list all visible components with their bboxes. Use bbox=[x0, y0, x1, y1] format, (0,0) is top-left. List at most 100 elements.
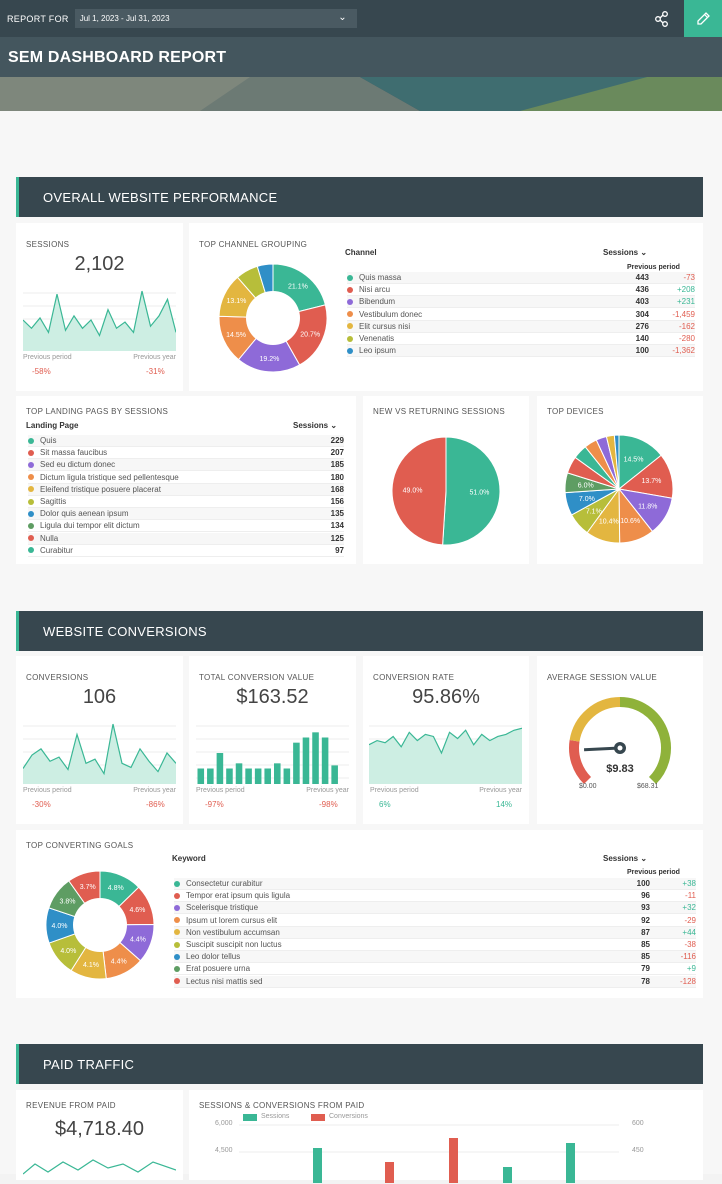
bar-sessions bbox=[313, 1148, 322, 1183]
table-row: Consectetur curabitur 100 +38 bbox=[174, 878, 696, 890]
new-returning-pie-chart: 51.0% 49.0% bbox=[391, 436, 501, 546]
card-title: TOTAL CONVERSION VALUE bbox=[199, 673, 315, 682]
sessions-sort-header[interactable]: Sessions ⌄ bbox=[293, 421, 338, 430]
report-for-label: REPORT FOR bbox=[7, 13, 69, 24]
conversions-card: CONVERSIONS 106 Previous period Previous… bbox=[16, 656, 183, 824]
goals-donut-chart: 4.8% 4.6% 4.4% 4.4% 4.1% 4.0% 4.0% 3.8% 3.7% bbox=[45, 870, 155, 980]
slice-label: 19.2% bbox=[260, 356, 280, 363]
row-label: Leo dolor tellus bbox=[186, 952, 241, 962]
left-tick: 4,500 bbox=[215, 1147, 233, 1154]
row-value: 79 bbox=[641, 964, 650, 974]
row-change: +208 bbox=[676, 285, 695, 295]
legend-dot bbox=[28, 486, 34, 493]
row-change: -116 bbox=[680, 952, 696, 962]
bar bbox=[321, 737, 329, 784]
bar bbox=[264, 768, 271, 784]
legend-dot bbox=[174, 965, 180, 972]
prev-year-change: -98% bbox=[319, 800, 338, 809]
slice-label: 49.0% bbox=[403, 487, 423, 494]
row-value: 135 bbox=[330, 509, 344, 519]
row-label: Scelerisque tristique bbox=[186, 903, 259, 913]
date-range-value: Jul 1, 2023 - Jul 31, 2023 bbox=[79, 14, 170, 23]
legend-dot bbox=[347, 274, 353, 281]
card-title: AVERAGE SESSION VALUE bbox=[547, 673, 658, 682]
row-value: 85 bbox=[641, 952, 650, 962]
conversions-sparkline bbox=[23, 723, 176, 784]
bar bbox=[207, 768, 214, 784]
landing-col-header: Landing Page bbox=[26, 421, 79, 430]
row-label: Ligula dui tempor elit dictum bbox=[40, 521, 140, 531]
sessions-sort-header[interactable]: Sessions ⌄ bbox=[603, 248, 648, 257]
row-label: Sed eu dictum donec bbox=[40, 460, 116, 470]
sparkline-line bbox=[369, 727, 522, 755]
chevron-down-icon: ⌄ bbox=[338, 12, 347, 23]
table-row: Quis massa 443 -73 bbox=[347, 272, 695, 284]
gauge-min-label: $0.00 bbox=[579, 783, 597, 790]
section-header-conversions: WEBSITE CONVERSIONS bbox=[16, 611, 703, 651]
revenue-value: $4,718.40 bbox=[55, 1118, 144, 1140]
bar-conversions bbox=[449, 1138, 458, 1183]
pie-slice bbox=[237, 317, 301, 373]
row-change: -1,362 bbox=[672, 346, 695, 356]
row-value: 96 bbox=[641, 891, 650, 901]
pie-slice bbox=[442, 436, 501, 546]
prev-year-change: 14% bbox=[496, 800, 513, 809]
row-change: -162 bbox=[678, 321, 695, 331]
row-label: Nisi arcu bbox=[359, 285, 391, 295]
legend-swatch-sessions bbox=[243, 1114, 257, 1121]
row-change: +32 bbox=[682, 903, 696, 913]
edit-button[interactable] bbox=[684, 0, 722, 37]
row-change: -38 bbox=[684, 940, 696, 949]
legend-dot bbox=[174, 941, 180, 948]
prev-period-change: -97% bbox=[205, 800, 224, 809]
table-row: Quis 229 bbox=[28, 435, 344, 447]
slice-label: 14.5% bbox=[624, 456, 644, 463]
table-row: Lectus nisi mattis sed 78 -128 bbox=[174, 975, 696, 988]
slice-label: 4.8% bbox=[108, 885, 124, 892]
row-value: 100 bbox=[635, 346, 649, 356]
table-row: Ligula dui tempor elit dictum 134 bbox=[28, 520, 344, 533]
bar bbox=[216, 753, 224, 784]
row-value: 229 bbox=[330, 436, 344, 445]
row-change: +44 bbox=[682, 927, 696, 937]
row-value: 443 bbox=[635, 273, 649, 282]
legend-dot bbox=[28, 474, 34, 481]
table-row: Nulla 125 bbox=[28, 532, 344, 545]
sessions-sort-header[interactable]: Sessions ⌄ bbox=[603, 854, 648, 863]
row-label: Leo ipsum bbox=[359, 346, 396, 356]
prev-year-label: Previous year bbox=[479, 787, 522, 794]
prev-period-change: 6% bbox=[379, 800, 391, 809]
legend-dot bbox=[28, 535, 34, 542]
row-label: Erat posuere urna bbox=[186, 964, 251, 974]
bar bbox=[254, 768, 262, 784]
row-label: Bibendum bbox=[359, 297, 396, 307]
date-range-select[interactable]: Jul 1, 2023 - Jul 31, 2023 ⌄ bbox=[74, 9, 357, 28]
bar bbox=[226, 768, 233, 784]
slice-label: 7.1% bbox=[586, 509, 602, 516]
share-icon[interactable] bbox=[650, 8, 672, 30]
row-label: Ipsum ut lorem cursus elit bbox=[186, 915, 278, 925]
sessions-value: 2,102 bbox=[74, 253, 125, 275]
row-value: 207 bbox=[330, 448, 344, 458]
sparkline-area bbox=[23, 291, 176, 351]
row-value: 134 bbox=[330, 521, 344, 531]
bar bbox=[293, 742, 300, 784]
session-value-card: AVERAGE SESSION VALUE $9.83 $0.00 $68.31 bbox=[537, 656, 703, 824]
bar-sessions bbox=[503, 1167, 512, 1183]
right-tick: 450 bbox=[632, 1147, 644, 1154]
table-row: Non vestibulum accumsan 87 +44 bbox=[174, 926, 696, 939]
slice-label: 4.0% bbox=[52, 923, 68, 930]
row-change: +9 bbox=[686, 964, 696, 974]
pie-slice bbox=[613, 434, 620, 490]
top-bar: REPORT FOR Jul 1, 2023 - Jul 31, 2023 ⌄ bbox=[0, 0, 722, 37]
table-row: Erat posuere urna 79 +9 bbox=[174, 963, 696, 976]
goals-card: TOP CONVERTING GOALS 4.8% 4.6% 4.4% 4.4% 4.1… bbox=[16, 830, 703, 998]
card-title: TOP CHANNEL GROUPING bbox=[199, 240, 308, 249]
legend-dot bbox=[174, 978, 180, 985]
row-label: Non vestibulum accumsan bbox=[186, 927, 280, 937]
table-row: Elit cursus nisi 276 -162 bbox=[347, 320, 695, 333]
row-value: 185 bbox=[330, 460, 344, 470]
pencil-icon bbox=[697, 11, 710, 25]
channel-card: TOP CHANNEL GROUPING 21.1% 20.7% 19.2% 14.5… bbox=[189, 223, 703, 391]
legend-dot bbox=[347, 335, 353, 342]
